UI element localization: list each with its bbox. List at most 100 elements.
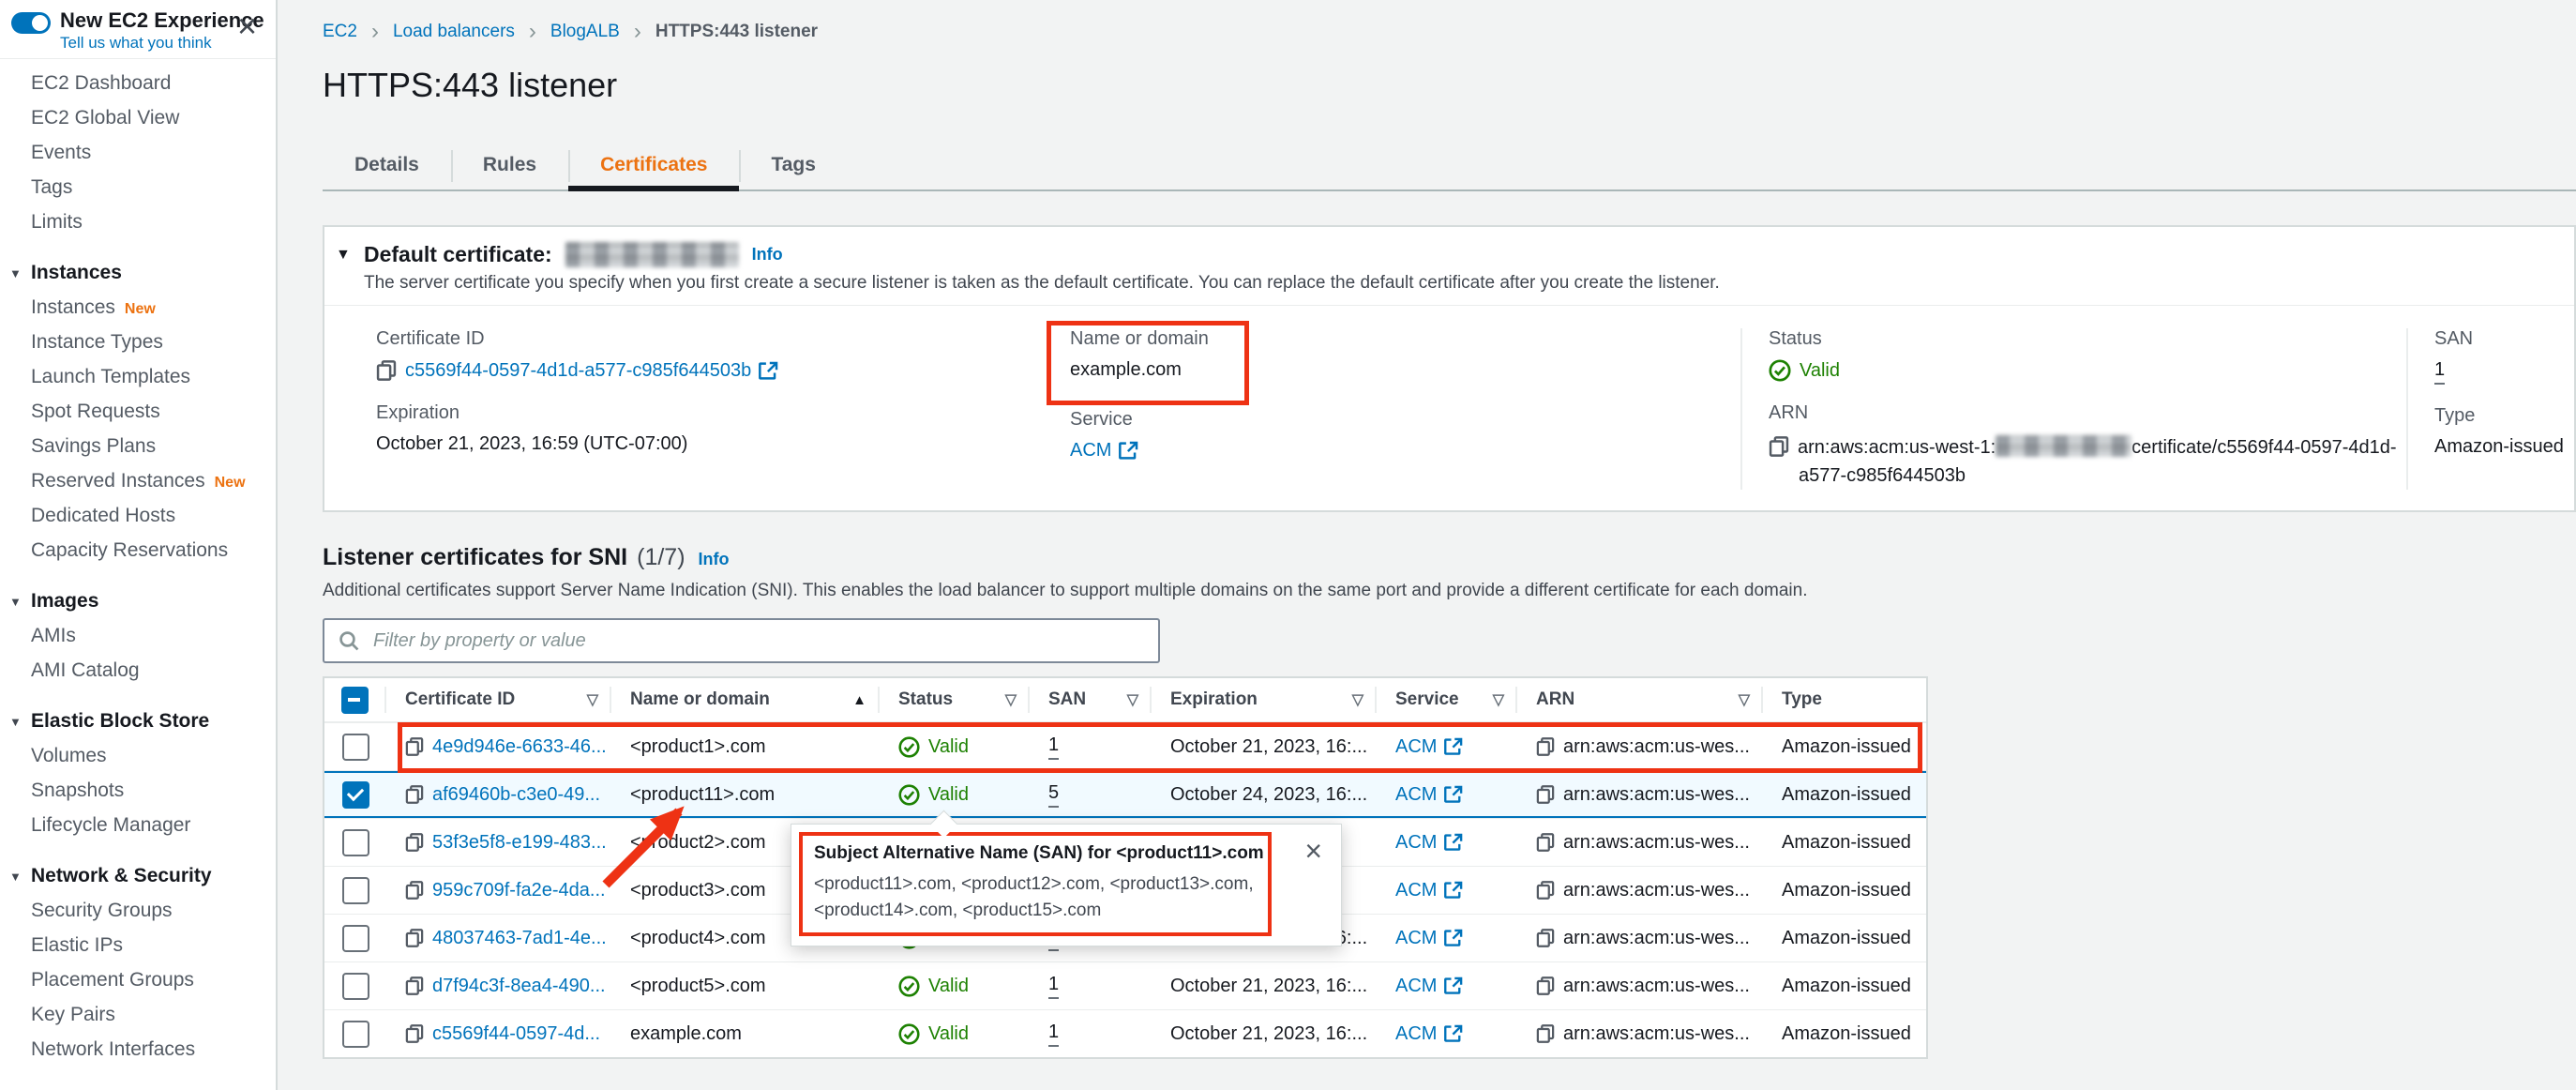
sidebar-item-network-interfaces[interactable]: Network Interfaces <box>31 1038 196 1060</box>
sidebar-section-network-security[interactable]: ▼ Network & Security <box>0 858 276 893</box>
close-icon[interactable]: × <box>1304 834 1322 868</box>
copy-icon[interactable] <box>405 1023 424 1044</box>
sidebar-item-savings-plans[interactable]: Savings Plans <box>31 435 157 457</box>
service-acm-link[interactable]: ACM <box>1395 927 1438 948</box>
column-header-arn[interactable]: ARN ▽ <box>1517 687 1763 713</box>
tab-rules[interactable]: Rules <box>450 144 568 189</box>
column-header-certificate-id[interactable]: Certificate ID ▽ <box>386 687 611 713</box>
column-header-san[interactable]: SAN ▽ <box>1030 687 1152 713</box>
sidebar-item-instance-types[interactable]: Instance Types <box>31 331 163 353</box>
sidebar-item-key-pairs[interactable]: Key Pairs <box>31 1004 115 1025</box>
san-count-link[interactable]: 1 <box>1048 1022 1060 1047</box>
copy-icon[interactable] <box>376 359 397 382</box>
external-link-icon[interactable] <box>759 361 778 381</box>
certificate-id-link[interactable]: 959c709f-fa2e-4da... <box>432 879 606 901</box>
service-acm-link[interactable]: ACM <box>1395 831 1438 853</box>
sidebar-item-amis[interactable]: AMIs <box>31 625 76 646</box>
sidebar-item-events[interactable]: Events <box>31 142 92 163</box>
sidebar-item-elastic-ips[interactable]: Elastic IPs <box>31 934 124 956</box>
sidebar-item-placement-groups[interactable]: Placement Groups <box>31 969 194 991</box>
row-checkbox[interactable] <box>341 733 369 761</box>
sidebar-item-limits[interactable]: Limits <box>31 211 83 233</box>
service-acm-link[interactable]: ACM <box>1395 735 1438 757</box>
table-row[interactable]: d7f94c3f-8ea4-490... <product5>.com Vali… <box>324 961 1926 1009</box>
close-icon[interactable]: × <box>236 7 257 45</box>
copy-icon[interactable] <box>405 880 424 901</box>
tab-details[interactable]: Details <box>354 154 419 175</box>
copy-icon[interactable] <box>405 976 424 996</box>
sort-asc-icon[interactable]: ▲ <box>852 691 866 708</box>
filter-input[interactable] <box>371 628 1145 653</box>
sidebar-item-ami-catalog[interactable]: AMI Catalog <box>31 659 140 681</box>
sidebar-item-instances[interactable]: Instances New <box>31 296 156 318</box>
san-count-link[interactable]: 1 <box>1048 734 1060 760</box>
filter-icon[interactable]: ▽ <box>1351 692 1363 708</box>
info-link[interactable]: Info <box>751 245 783 264</box>
feedback-link[interactable]: Tell us what you think <box>60 34 212 52</box>
column-header-status[interactable]: Status ▽ <box>880 687 1030 713</box>
certificate-id-link[interactable]: af69460b-c3e0-49... <box>432 783 601 805</box>
sidebar-item-ec2-dashboard[interactable]: EC2 Dashboard <box>31 72 172 94</box>
external-link-icon[interactable] <box>1444 1024 1463 1043</box>
certificate-id-link[interactable]: c5569f44-0597-4d1d-a577-c985f644503b <box>405 359 752 381</box>
breadcrumb-ec2[interactable]: EC2 <box>323 22 357 41</box>
row-checkbox[interactable] <box>341 972 369 1000</box>
table-row[interactable]: 959c709f-fa2e-4da... <product3>.com ACM … <box>324 866 1926 914</box>
sidebar-item-capacity-reservations[interactable]: Capacity Reservations <box>31 539 229 561</box>
copy-icon[interactable] <box>1536 784 1555 805</box>
tab-certificates[interactable]: Certificates <box>568 144 740 191</box>
filter-icon[interactable]: ▽ <box>1126 692 1138 708</box>
row-checkbox[interactable] <box>341 780 369 809</box>
filter-icon[interactable]: ▽ <box>1004 692 1017 708</box>
copy-icon[interactable] <box>1536 832 1555 853</box>
table-row-selected[interactable]: af69460b-c3e0-49... <product11>.com Vali… <box>324 770 1926 818</box>
new-experience-toggle[interactable] <box>11 12 51 34</box>
copy-icon[interactable] <box>1536 976 1555 996</box>
copy-icon[interactable] <box>405 784 424 805</box>
service-acm-link[interactable]: ACM <box>1395 975 1438 996</box>
column-header-name-or-domain[interactable]: Name or domain ▲ <box>611 687 880 713</box>
certificate-id-link[interactable]: 48037463-7ad1-4e... <box>432 927 607 948</box>
sidebar-section-instances[interactable]: ▼ Instances <box>0 255 276 290</box>
copy-icon[interactable] <box>405 928 424 948</box>
row-checkbox[interactable] <box>341 1020 369 1048</box>
select-all-checkbox[interactable] <box>340 686 369 714</box>
row-checkbox[interactable] <box>341 876 369 904</box>
copy-icon[interactable] <box>1536 736 1555 757</box>
external-link-icon[interactable] <box>1444 737 1463 756</box>
sidebar-item-snapshots[interactable]: Snapshots <box>31 780 125 801</box>
table-row[interactable]: c5569f44-0597-4d... example.com Valid 1 … <box>324 1009 1926 1057</box>
sidebar-item-security-groups[interactable]: Security Groups <box>31 900 173 921</box>
external-link-icon[interactable] <box>1444 976 1463 995</box>
service-acm-link[interactable]: ACM <box>1395 879 1438 901</box>
san-count-link[interactable]: 5 <box>1048 782 1060 808</box>
column-header-type[interactable]: Type <box>1782 689 1822 709</box>
sidebar-section-elastic-block-store[interactable]: ▼ Elastic Block Store <box>0 704 276 738</box>
certificate-id-link[interactable]: 53f3e5f8-e199-483... <box>432 831 607 853</box>
copy-icon[interactable] <box>1536 1023 1555 1044</box>
sidebar-item-spot-requests[interactable]: Spot Requests <box>31 401 160 422</box>
table-row[interactable]: 53f3e5f8-e199-483... <product2>.com ACM … <box>324 818 1926 866</box>
breadcrumb-load-balancers[interactable]: Load balancers <box>392 22 515 41</box>
certificate-id-link[interactable]: c5569f44-0597-4d... <box>432 1022 601 1044</box>
sidebar-item-dedicated-hosts[interactable]: Dedicated Hosts <box>31 505 176 526</box>
san-count-link[interactable]: 1 <box>2434 359 2446 385</box>
filter-icon[interactable]: ▽ <box>1492 692 1504 708</box>
filter-icon[interactable]: ▽ <box>1738 692 1750 708</box>
table-row[interactable]: 4e9d946e-6633-46... <product1>.com Valid… <box>324 723 1926 770</box>
collapse-triangle-icon[interactable]: ▼ <box>336 246 351 263</box>
copy-icon[interactable] <box>1769 435 1789 458</box>
external-link-icon[interactable] <box>1119 441 1138 461</box>
service-acm-link[interactable]: ACM <box>1395 783 1438 805</box>
row-checkbox[interactable] <box>341 828 369 856</box>
copy-icon[interactable] <box>405 832 424 853</box>
external-link-icon[interactable] <box>1444 785 1463 804</box>
copy-icon[interactable] <box>1536 880 1555 901</box>
service-acm-link[interactable]: ACM <box>1395 1022 1438 1044</box>
sidebar-item-tags[interactable]: Tags <box>31 176 73 198</box>
sidebar-section-images[interactable]: ▼ Images <box>0 583 276 618</box>
sidebar-item-launch-templates[interactable]: Launch Templates <box>31 366 191 387</box>
service-acm-link[interactable]: ACM <box>1070 440 1112 461</box>
column-header-service[interactable]: Service ▽ <box>1377 687 1517 713</box>
copy-icon[interactable] <box>1536 928 1555 948</box>
